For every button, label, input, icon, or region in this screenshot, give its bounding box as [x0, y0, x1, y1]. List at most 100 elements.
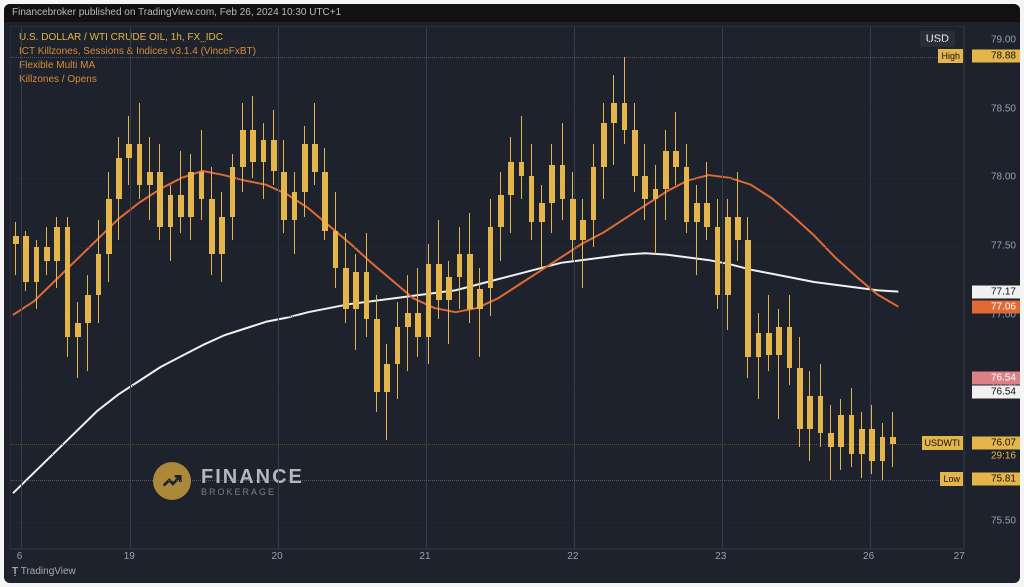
x-tick-label: 23 [715, 551, 726, 562]
candle-body [188, 172, 194, 217]
candle-body [611, 103, 617, 124]
candle-body [13, 236, 19, 244]
y-tick-label: 75.50 [991, 516, 1016, 527]
price-tag: 78.88 [972, 50, 1020, 63]
candle-wick [77, 302, 78, 378]
price-tag: 29:16 [972, 450, 1020, 463]
candle-body [374, 319, 380, 392]
candle-wick [386, 344, 387, 440]
session-line [21, 27, 22, 548]
y-axis[interactable]: 75.5076.0076.5077.0077.5078.0078.5079.00… [964, 26, 1020, 549]
candle-body [436, 264, 442, 300]
candle-body [240, 130, 246, 167]
candle-body [395, 327, 401, 364]
candle-body [292, 192, 298, 220]
candle-body [890, 437, 896, 444]
gridline-h [11, 41, 963, 42]
price-tag: 76.54 [972, 372, 1020, 385]
candle-body [849, 415, 855, 454]
candle-body [54, 227, 60, 261]
gridline-h [11, 522, 963, 523]
candle-body [199, 172, 205, 200]
candle-body [549, 165, 555, 204]
candle-body [75, 323, 81, 337]
candle-body [745, 240, 751, 357]
candle-wick [521, 116, 522, 199]
candle-body [807, 396, 813, 429]
candle-body [601, 123, 607, 167]
chart-area[interactable]: U.S. DOLLAR / WTI CRUDE OIL, 1h, FX_IDC … [10, 26, 964, 549]
logo-icon [153, 462, 191, 500]
candle-body [642, 176, 648, 199]
candle-body [828, 433, 834, 447]
x-tick-label: 22 [567, 551, 578, 562]
candle-body [106, 199, 112, 254]
candle-body [653, 189, 659, 199]
candle-body [673, 151, 679, 168]
candle-wick [706, 162, 707, 240]
hl-line [11, 57, 963, 58]
candle-body [250, 130, 256, 162]
candle-body [96, 254, 102, 295]
candle-body [797, 368, 803, 429]
candle-body [869, 429, 875, 461]
candle-wick [87, 275, 88, 371]
candle-body [704, 203, 710, 226]
candle-body [756, 333, 762, 358]
gridline-h [11, 110, 963, 111]
gridline-h [11, 178, 963, 179]
candle-body [818, 396, 824, 433]
candle-body [168, 195, 174, 227]
candle-body [859, 429, 865, 454]
tradingview-label: TradingView [21, 566, 76, 577]
gridline-h [11, 454, 963, 455]
watermark-logo: FINANCE BROKERAGE [153, 462, 304, 500]
candle-body [157, 172, 163, 227]
candle-wick [696, 185, 697, 274]
candle-body [126, 144, 132, 158]
candle-body [302, 144, 308, 192]
candle-body [230, 167, 236, 217]
candle-body [271, 140, 277, 172]
price-tag: 77.06 [972, 300, 1020, 313]
candle-body [44, 247, 50, 261]
candle-body [137, 144, 143, 185]
candle-body [85, 295, 91, 323]
candle-body [65, 227, 71, 337]
candle-body [591, 167, 597, 219]
chart-frame: Financebroker published on TradingView.c… [4, 4, 1020, 583]
candle-body [343, 268, 349, 309]
x-tick-label: 20 [272, 551, 283, 562]
candle-body [426, 264, 432, 337]
y-tick-label: 79.00 [991, 34, 1016, 45]
candle-body [570, 199, 576, 240]
footer: Ṭ TradingView [12, 566, 1012, 580]
candle-body [446, 277, 452, 299]
price-side-label: USDWTI [922, 436, 964, 450]
candle-wick [675, 112, 676, 185]
candle-wick [479, 268, 480, 357]
session-line [574, 27, 575, 548]
candle-wick [15, 222, 16, 274]
x-tick-label: 26 [863, 551, 874, 562]
candle-body [560, 165, 566, 199]
candle-body [519, 162, 525, 176]
candle-body [776, 327, 782, 355]
candle-body [580, 220, 586, 241]
session-line [722, 27, 723, 548]
price-side-label: High [938, 49, 963, 63]
candle-body [694, 203, 700, 222]
candle-body [364, 272, 370, 319]
x-tick-label: 6 [17, 551, 23, 562]
gridline-h [11, 316, 963, 317]
price-tag: 75.81 [972, 472, 1020, 485]
x-axis[interactable]: 619202122232627 [10, 549, 964, 565]
price-side-label: Low [940, 472, 963, 486]
candle-body [23, 236, 29, 281]
publish-text: Financebroker published on TradingView.c… [12, 7, 341, 18]
candle-body [539, 203, 545, 222]
ma-line [13, 253, 898, 493]
candle-wick [778, 309, 779, 419]
y-tick-label: 78.50 [991, 103, 1016, 114]
candle-body [467, 254, 473, 309]
